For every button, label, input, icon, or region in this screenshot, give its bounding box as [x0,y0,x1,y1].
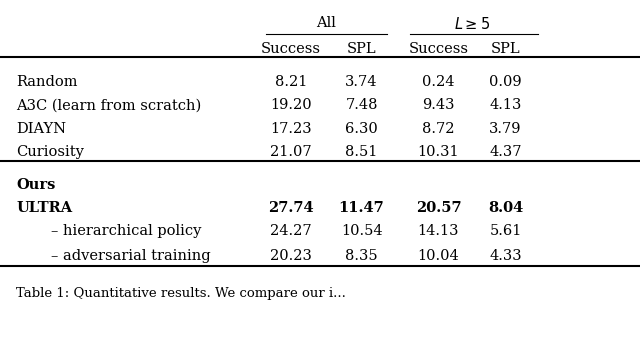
Text: – hierarchical policy: – hierarchical policy [51,224,202,239]
Text: 4.13: 4.13 [490,98,522,113]
Text: 8.35: 8.35 [346,249,378,263]
Text: SPL: SPL [491,42,520,56]
Text: 6.30: 6.30 [345,122,378,136]
Text: Random: Random [16,75,77,89]
Text: 3.79: 3.79 [490,122,522,136]
Text: 8.51: 8.51 [346,145,378,159]
Text: 10.04: 10.04 [417,249,460,263]
Text: A3C (learn from scratch): A3C (learn from scratch) [16,98,201,113]
Text: 11.47: 11.47 [339,201,385,215]
Text: 21.07: 21.07 [270,145,312,159]
Text: 3.74: 3.74 [346,75,378,89]
Text: 10.31: 10.31 [417,145,460,159]
Text: 7.48: 7.48 [346,98,378,113]
Text: Success: Success [261,42,321,56]
Text: 20.23: 20.23 [270,249,312,263]
Text: 5.61: 5.61 [490,224,522,239]
Text: 8.72: 8.72 [422,122,454,136]
Text: Success: Success [408,42,468,56]
Text: 8.04: 8.04 [488,201,524,215]
Text: 19.20: 19.20 [270,98,312,113]
Text: 4.37: 4.37 [490,145,522,159]
Text: Curiosity: Curiosity [16,145,84,159]
Text: DIAYN: DIAYN [16,122,66,136]
Text: $L \geq 5$: $L \geq 5$ [454,16,490,32]
Text: 14.13: 14.13 [418,224,459,239]
Text: ULTRA: ULTRA [16,201,72,215]
Text: 27.74: 27.74 [268,201,314,215]
Text: 24.27: 24.27 [270,224,312,239]
Text: 17.23: 17.23 [270,122,312,136]
Text: Table 1: Quantitative results. We compare our i...: Table 1: Quantitative results. We compar… [16,287,346,300]
Text: 0.24: 0.24 [422,75,454,89]
Text: 9.43: 9.43 [422,98,454,113]
Text: SPL: SPL [347,42,376,56]
Text: 10.54: 10.54 [340,224,383,239]
Text: 0.09: 0.09 [490,75,522,89]
Text: – adversarial training: – adversarial training [51,249,211,263]
Text: 20.57: 20.57 [415,201,461,215]
Text: 4.33: 4.33 [490,249,522,263]
Text: 8.21: 8.21 [275,75,307,89]
Text: All: All [316,16,337,30]
Text: Ours: Ours [16,178,56,192]
